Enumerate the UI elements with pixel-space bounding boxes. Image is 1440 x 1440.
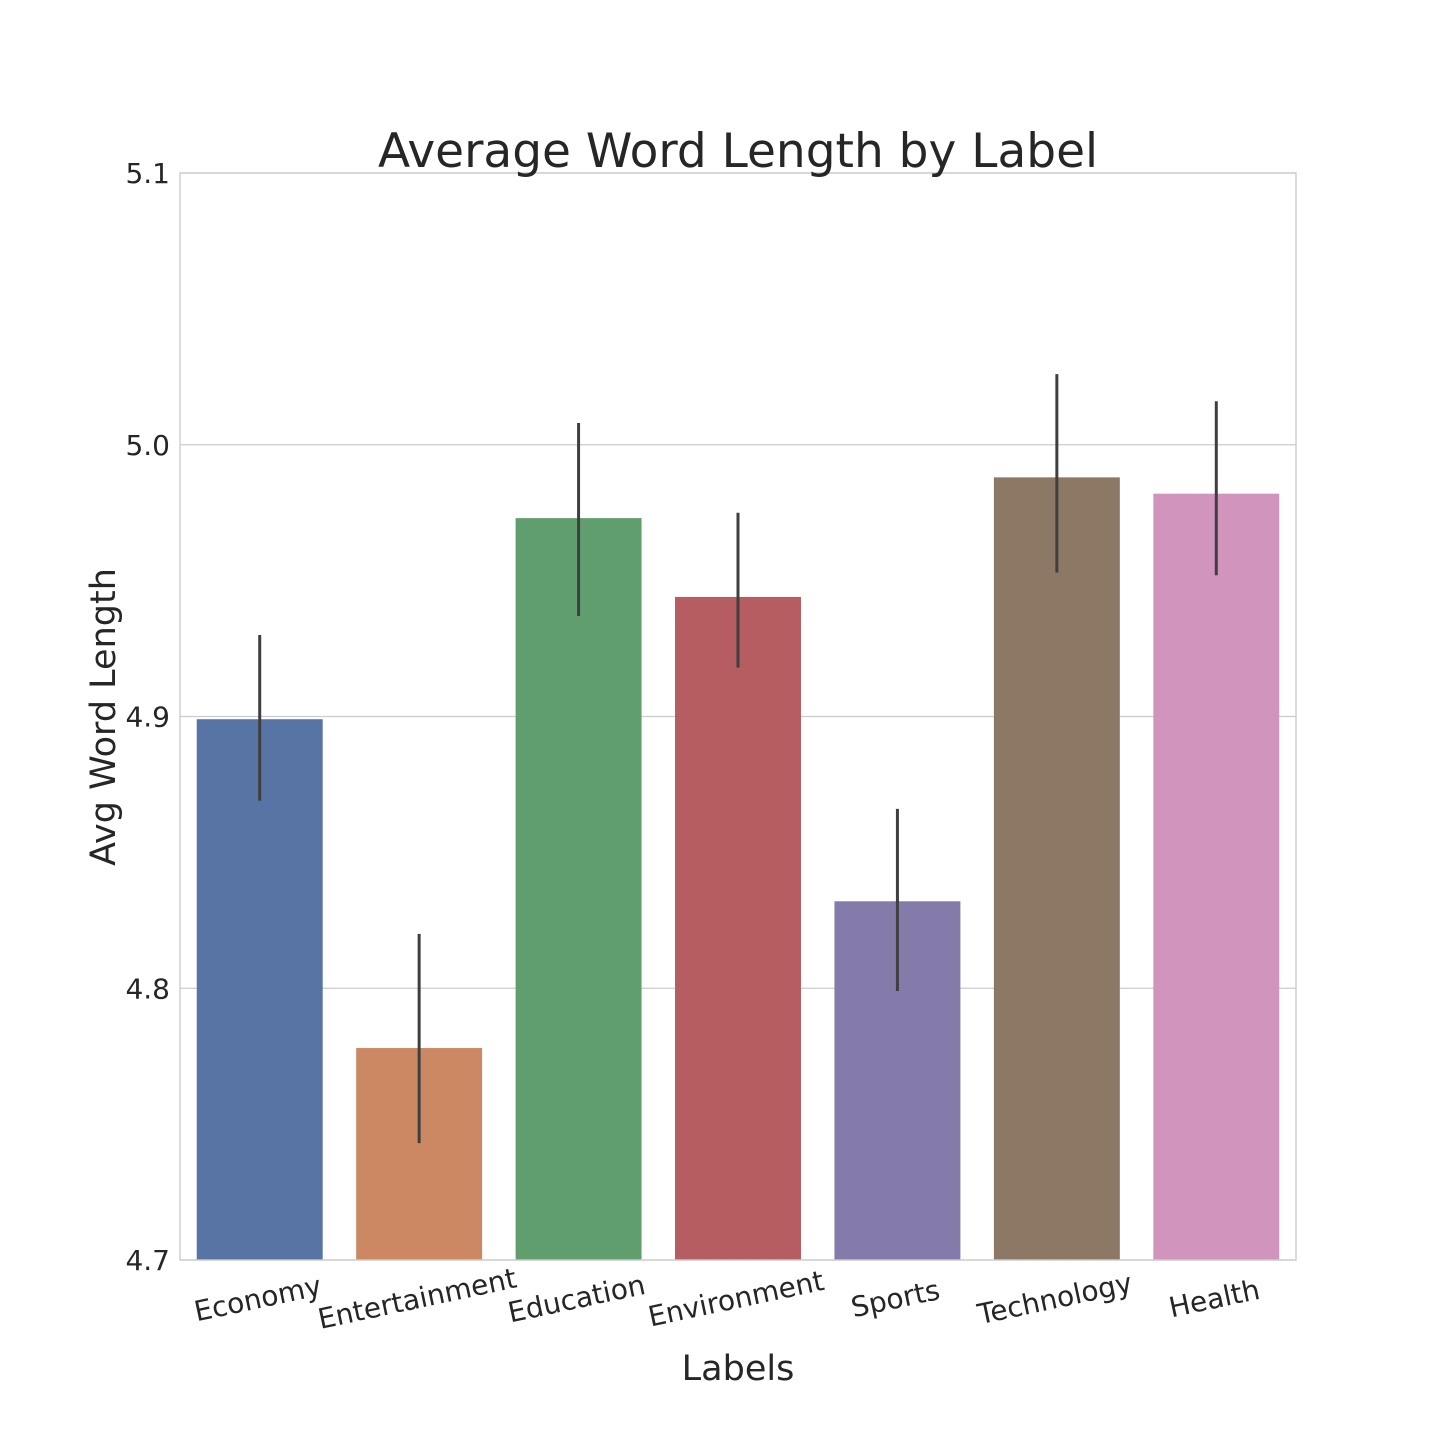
error-bars xyxy=(258,374,1218,1144)
bar-economy xyxy=(196,719,323,1260)
bar-education xyxy=(515,518,642,1260)
y-tick-labels: 4.7 4.8 4.9 5.0 5.1 xyxy=(125,157,170,1277)
y-tick-label: 4.9 xyxy=(125,701,170,734)
bar-technology xyxy=(993,477,1120,1260)
x-tick-label: Education xyxy=(505,1268,648,1329)
bar-environment xyxy=(675,596,801,1260)
y-axis-label: Avg Word Length xyxy=(84,568,124,866)
chart-title: Average Word Length by Label xyxy=(378,124,1098,179)
x-axis-label: Labels xyxy=(682,1349,795,1389)
y-tick-label: 5.0 xyxy=(125,429,170,462)
x-tick-label: Economy xyxy=(191,1269,324,1328)
x-tick-label: Sports xyxy=(848,1273,943,1324)
bar-health xyxy=(1153,493,1280,1260)
x-tick-label: Entertainment xyxy=(315,1262,520,1336)
y-tick-label: 4.7 xyxy=(125,1244,170,1277)
plot-frame xyxy=(179,172,1297,1261)
y-tick-label: 4.8 xyxy=(125,972,170,1005)
y-tick-label: 5.1 xyxy=(125,157,170,190)
x-tick-label: Technology xyxy=(974,1266,1135,1331)
x-tick-label: Environment xyxy=(645,1264,827,1333)
x-tick-labels: EconomyEntertainmentEducationEnvironment… xyxy=(191,1262,1262,1336)
x-tick-label: Health xyxy=(1166,1273,1263,1324)
bars xyxy=(196,477,1280,1260)
